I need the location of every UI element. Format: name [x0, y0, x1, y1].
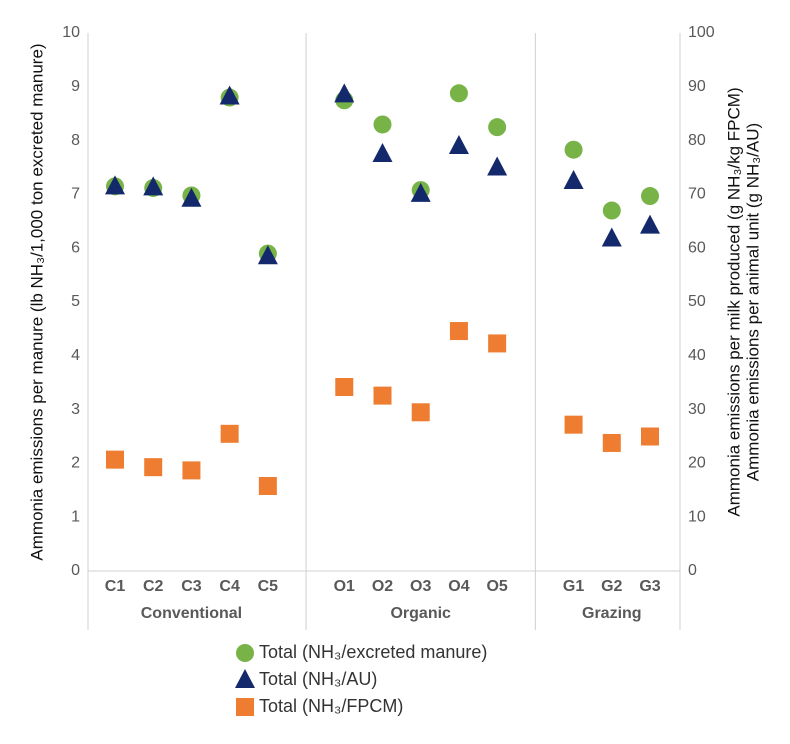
point — [105, 175, 125, 195]
x-tick-label: O5 — [486, 578, 507, 595]
x-tick-label: O4 — [448, 578, 469, 595]
legend-label: Total (NH₃/FPCM) — [259, 696, 403, 716]
y2-tick-label: 10 — [688, 508, 706, 525]
y2-tick-label: 60 — [688, 239, 706, 256]
y2-tick-label: 20 — [688, 455, 706, 472]
y2-tick-label: 30 — [688, 401, 706, 418]
legend-marker — [235, 669, 255, 688]
y-tick-label: 5 — [71, 293, 80, 310]
point — [181, 187, 202, 207]
point — [564, 415, 583, 434]
point — [144, 458, 163, 477]
x-tick-label: C2 — [143, 578, 164, 595]
point — [335, 378, 354, 397]
y-tick-label: 1 — [71, 508, 80, 525]
point — [411, 403, 430, 422]
x-tick-label: O2 — [372, 578, 393, 595]
x-tick-label: G1 — [563, 578, 584, 595]
y2-tick-label: 70 — [688, 186, 706, 203]
point — [601, 227, 622, 247]
point — [449, 322, 468, 341]
point — [106, 450, 124, 469]
x-tick-label: C4 — [219, 578, 240, 595]
y2-tick-label: 100 — [688, 24, 715, 41]
legend-marker — [236, 644, 254, 662]
point — [182, 461, 201, 480]
point — [219, 85, 240, 105]
y2-tick-label: 90 — [688, 78, 706, 95]
y-tick-label: 2 — [71, 455, 80, 472]
y-tick-label: 8 — [71, 132, 80, 149]
point — [334, 83, 355, 103]
x-tick-label: C1 — [105, 578, 126, 595]
legend-label: Total (NH₃/AU) — [259, 669, 377, 689]
point — [143, 176, 164, 196]
point — [258, 476, 277, 495]
y2-axis-title: Ammonia emissions per animal unit (g NH₃… — [743, 123, 762, 481]
point — [563, 169, 584, 189]
point — [488, 334, 507, 353]
legend-marker — [236, 698, 254, 716]
point — [641, 187, 659, 206]
y-tick-label: 7 — [71, 186, 80, 203]
x-tick-label: C5 — [258, 578, 279, 595]
x-tick-label: G3 — [639, 578, 660, 595]
point — [488, 118, 507, 137]
y-tick-label: 3 — [71, 401, 80, 418]
point — [640, 214, 660, 234]
y-tick-label: 9 — [71, 78, 80, 95]
point — [449, 84, 468, 103]
group-label: Grazing — [582, 605, 642, 622]
y2-tick-label: 80 — [688, 132, 706, 149]
y-axis-title: Ammonia emissions per manure (lb NH₃/1,0… — [27, 43, 46, 560]
group-label: Conventional — [141, 605, 242, 622]
y2-tick-label: 0 — [688, 562, 697, 579]
point — [602, 201, 621, 220]
y-tick-label: 0 — [71, 562, 80, 579]
point — [373, 115, 392, 134]
x-tick-label: O1 — [334, 578, 355, 595]
point — [448, 134, 469, 154]
group-label: Organic — [390, 605, 451, 622]
point — [220, 424, 239, 443]
y-tick-label: 6 — [71, 239, 80, 256]
y2-axis-title: Ammonia emissions per milk produced (g N… — [724, 87, 743, 516]
x-tick-label: G2 — [601, 578, 622, 595]
y-tick-label: 10 — [62, 24, 80, 41]
x-tick-label: O3 — [410, 578, 431, 595]
y2-tick-label: 40 — [688, 347, 706, 364]
point — [602, 433, 621, 452]
y-tick-label: 4 — [71, 347, 80, 364]
point — [372, 143, 393, 163]
point — [641, 427, 659, 446]
point — [487, 156, 508, 176]
legend-label: Total (NH₃/excreted manure) — [259, 642, 487, 662]
legend: Total (NH₃/excreted manure) Total (NH₃/AU… — [235, 642, 487, 716]
y2-tick-label: 50 — [688, 293, 706, 310]
point — [564, 140, 583, 159]
point — [410, 182, 431, 202]
point — [373, 386, 392, 405]
point — [257, 245, 278, 265]
x-tick-label: C3 — [181, 578, 202, 595]
